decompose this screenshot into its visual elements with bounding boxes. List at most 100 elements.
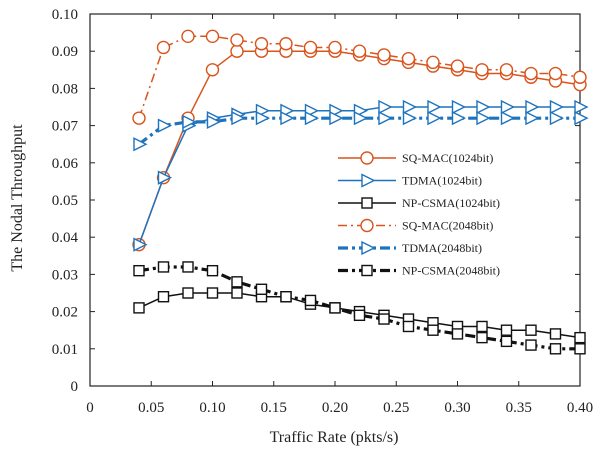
data-point — [205, 63, 220, 77]
data-point — [255, 283, 268, 295]
data-point — [574, 343, 586, 355]
data-point — [500, 111, 516, 126]
data-point — [574, 111, 589, 126]
y-tick-label: 0 — [71, 379, 79, 395]
data-point — [156, 40, 171, 55]
data-point — [280, 291, 292, 303]
data-point — [182, 114, 197, 130]
y-axis-label: The Nodal Throughput — [9, 124, 26, 272]
data-point — [157, 291, 170, 303]
data-point — [378, 99, 393, 115]
data-point — [231, 276, 243, 288]
data-point — [525, 339, 537, 351]
data-point — [280, 111, 295, 126]
data-point — [499, 63, 514, 77]
data-point — [525, 99, 540, 115]
data-point — [254, 37, 269, 51]
legend-item: NP-CSMA(1024bit) — [338, 196, 500, 210]
data-point — [549, 343, 562, 355]
data-point — [329, 111, 344, 126]
data-point — [378, 111, 393, 126]
data-point — [157, 261, 170, 273]
legend-label: SQ-MAC(2048bit) — [402, 219, 493, 233]
data-point — [230, 33, 244, 47]
legend-label: TDMA(2048bit) — [402, 241, 482, 255]
data-point — [476, 320, 488, 333]
data-point — [157, 118, 173, 133]
y-tick-label: 0.05 — [52, 193, 78, 209]
ticks-layer: 0 0.05 0.10 0.15 0.20 0.25 0.30 0.35 0.40 0 0.01 0.… — [52, 7, 593, 416]
legend-marker — [360, 218, 374, 233]
data-point — [205, 29, 220, 44]
data-point — [133, 237, 148, 252]
series-0 — [132, 44, 587, 252]
legend-item: TDMA(1024bit) — [338, 173, 482, 188]
data-point — [500, 99, 516, 115]
data-point — [549, 99, 565, 115]
data-point — [255, 111, 271, 126]
legend-label: TDMA(1024bit) — [402, 174, 482, 188]
series-3 — [132, 29, 587, 125]
y-tick-label: 0.07 — [52, 119, 79, 135]
data-point — [352, 44, 367, 58]
data-point — [548, 66, 563, 81]
data-point — [231, 287, 243, 299]
legend-label: NP-CSMA(2048bit) — [402, 264, 500, 278]
x-tick-label: 0.20 — [322, 400, 348, 416]
data-point — [549, 328, 562, 340]
data-point — [182, 287, 194, 299]
data-point — [476, 111, 491, 126]
x-tick-label: 0.40 — [567, 400, 593, 416]
data-point — [426, 55, 440, 70]
data-point — [157, 170, 173, 185]
data-point — [329, 302, 341, 314]
data-point — [206, 287, 219, 299]
y-tick-label: 0.01 — [52, 342, 78, 358]
data-point — [401, 51, 416, 66]
legend-item: NP-CSMA(2048bit) — [338, 264, 500, 278]
legend-item: SQ-MAC(1024bit) — [338, 151, 493, 165]
data-point — [181, 29, 195, 44]
data-point — [525, 324, 537, 336]
data-point — [353, 111, 369, 126]
data-point — [133, 137, 148, 152]
y-tick-label: 0.10 — [52, 7, 78, 23]
data-point — [133, 302, 145, 314]
data-point — [230, 44, 244, 58]
y-tick-label: 0.04 — [52, 230, 79, 246]
data-point — [303, 40, 318, 55]
legend-marker — [360, 151, 374, 165]
x-axis-label: Traffic Rate (pkts/s) — [270, 429, 399, 446]
legend-item: TDMA(2048bit) — [338, 240, 482, 256]
data-point — [328, 40, 342, 55]
series-line — [138, 106, 580, 245]
data-point — [524, 66, 538, 81]
data-point — [182, 261, 194, 273]
data-point — [402, 99, 418, 115]
legend-marker — [361, 240, 376, 256]
data-point — [304, 294, 317, 307]
data-point — [402, 111, 418, 126]
y-tick-label: 0.08 — [52, 81, 78, 97]
data-point — [476, 331, 488, 344]
data-point — [427, 324, 439, 336]
x-tick-label: 0.35 — [506, 400, 532, 416]
legend-label: SQ-MAC(1024bit) — [402, 151, 493, 165]
x-tick-label: 0.05 — [138, 400, 164, 416]
data-point — [500, 335, 513, 348]
data-point — [476, 99, 491, 115]
data-point — [450, 59, 465, 73]
x-tick-label: 0 — [86, 400, 94, 416]
data-point — [525, 111, 540, 126]
data-point — [451, 111, 467, 126]
data-point — [279, 37, 293, 51]
series-layer — [132, 29, 589, 355]
legend-marker — [361, 173, 376, 188]
y-tick-label: 0.06 — [52, 156, 79, 172]
x-tick-label: 0.30 — [444, 400, 470, 416]
x-tick-label: 0.15 — [261, 400, 287, 416]
data-point — [353, 309, 366, 322]
data-point — [475, 63, 489, 77]
